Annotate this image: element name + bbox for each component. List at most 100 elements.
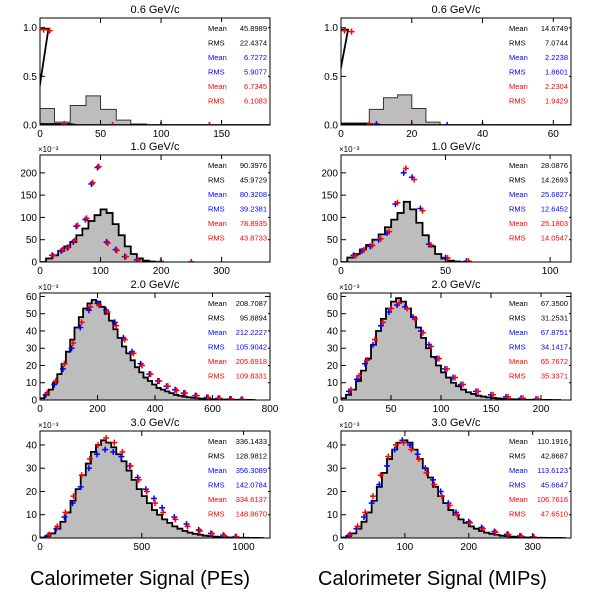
red-point bbox=[369, 493, 376, 500]
x-tick-label: 150 bbox=[213, 129, 230, 140]
y-tick-label: 20 bbox=[26, 361, 38, 372]
blue-point bbox=[85, 307, 92, 314]
black-series-line bbox=[341, 28, 571, 125]
x-tick-label: 300 bbox=[213, 266, 230, 277]
stat-label: RMS bbox=[208, 234, 225, 243]
stat-value: 28.0876 bbox=[541, 161, 568, 170]
y-tick-label: 0 bbox=[332, 534, 338, 545]
stat-value: 208.7087 bbox=[236, 299, 267, 308]
x-tick-label: 100 bbox=[153, 129, 170, 140]
stat-label: Mean bbox=[509, 24, 528, 33]
x-tick-label: 40 bbox=[477, 129, 489, 140]
plot-frame bbox=[340, 292, 572, 401]
stat-value: 334.6137 bbox=[236, 495, 267, 504]
red-point bbox=[535, 396, 541, 400]
blue-point bbox=[112, 246, 119, 253]
red-point bbox=[216, 395, 223, 400]
red-point bbox=[130, 350, 137, 357]
stat-value: 6.7345 bbox=[244, 82, 267, 91]
red-point bbox=[452, 374, 458, 381]
black-series-line bbox=[40, 439, 264, 538]
y-exponent-label: ×10⁻³ bbox=[38, 145, 59, 154]
red-point bbox=[44, 390, 51, 397]
blue-point bbox=[362, 360, 368, 367]
blue-point bbox=[422, 465, 429, 472]
red-point bbox=[109, 122, 116, 125]
red-point bbox=[366, 121, 373, 125]
plot-area bbox=[341, 27, 571, 125]
x-tick-label: 0 bbox=[37, 542, 43, 553]
blue-point bbox=[368, 500, 375, 507]
panel-title: 1.0 GeV/c bbox=[432, 141, 481, 153]
red-point bbox=[423, 469, 430, 476]
x-tick-label: 100 bbox=[92, 266, 109, 277]
red-point bbox=[70, 493, 77, 500]
red-point bbox=[46, 531, 53, 538]
red-point bbox=[415, 455, 422, 462]
red-point bbox=[530, 534, 537, 538]
stat-value: 212.2227 bbox=[236, 328, 267, 337]
red-point bbox=[135, 476, 142, 483]
y-tick-label: 1.0 bbox=[324, 23, 338, 34]
stat-value: 336.1433 bbox=[236, 437, 267, 446]
y-tick-label: 0 bbox=[31, 534, 37, 545]
red-point bbox=[377, 472, 384, 479]
stat-label: RMS bbox=[208, 68, 225, 77]
blue-point bbox=[159, 504, 166, 511]
stat-label: RMS bbox=[509, 97, 526, 106]
plot-area bbox=[341, 165, 472, 262]
red-point bbox=[239, 396, 246, 400]
plot-frame bbox=[39, 17, 271, 126]
blue-point bbox=[111, 319, 118, 326]
stat-label: Mean bbox=[208, 328, 227, 337]
red-point bbox=[431, 481, 438, 488]
red-point bbox=[121, 336, 128, 343]
blue-point bbox=[414, 451, 421, 458]
x-tick-label: 0 bbox=[37, 266, 43, 277]
y-tick-label: 10 bbox=[26, 510, 38, 521]
red-point bbox=[412, 315, 418, 322]
stat-label: Mean bbox=[509, 82, 528, 91]
stat-value: 356.3089 bbox=[236, 466, 267, 475]
stat-label: RMS bbox=[208, 510, 225, 519]
panel-7: 0 100 200 300 0 10 20 30 40 ×10⁻³ 3.0 GeV/c Mean 110… bbox=[327, 417, 572, 553]
red-point bbox=[352, 252, 359, 259]
blue-point bbox=[51, 381, 58, 388]
stat-value: 34.1417 bbox=[541, 343, 568, 352]
red-point bbox=[111, 439, 118, 446]
red-point bbox=[61, 360, 68, 367]
red-point bbox=[420, 329, 426, 336]
y-tick-label: 60 bbox=[26, 292, 38, 303]
red-point bbox=[356, 372, 362, 379]
stat-value: 5.9077 bbox=[244, 68, 267, 77]
red-point bbox=[408, 446, 415, 453]
red-point bbox=[74, 222, 81, 229]
red-point bbox=[467, 519, 474, 526]
red-point bbox=[104, 308, 111, 315]
stat-label: Mean bbox=[208, 299, 227, 308]
stat-label: RMS bbox=[509, 314, 526, 323]
stat-value: 95.8894 bbox=[240, 314, 267, 323]
blue-point bbox=[61, 514, 68, 521]
red-point bbox=[52, 378, 59, 385]
stat-value: 109.8331 bbox=[236, 372, 267, 381]
panel-0: 0 50 100 150 0.0 0.5 1.0 0.6 GeV/c Mean 45.8989 RM… bbox=[23, 4, 271, 140]
y-tick-label: 40 bbox=[327, 326, 339, 337]
blue-point bbox=[85, 465, 92, 472]
blue-point bbox=[195, 526, 202, 533]
red-point bbox=[86, 455, 93, 462]
x-tick-label: 800 bbox=[262, 404, 279, 415]
stat-value: 113.6123 bbox=[537, 466, 568, 475]
panel-title: 1.0 GeV/c bbox=[131, 141, 180, 153]
red-point bbox=[386, 228, 393, 235]
red-point bbox=[444, 365, 450, 372]
panel-3: 0 50 100 0 50 100 150 200 ×10⁻³ 1.0 GeV/c Mean 28.0… bbox=[321, 141, 572, 277]
y-exponent-label: ×10⁻³ bbox=[339, 421, 360, 430]
stat-value: 14.6749 bbox=[541, 24, 568, 33]
plot-frame bbox=[340, 430, 572, 539]
y-tick-label: 30 bbox=[327, 464, 339, 475]
column-label-pes: Calorimeter Signal (PEs) bbox=[30, 568, 251, 590]
red-point bbox=[103, 434, 110, 441]
red-point bbox=[70, 340, 77, 347]
